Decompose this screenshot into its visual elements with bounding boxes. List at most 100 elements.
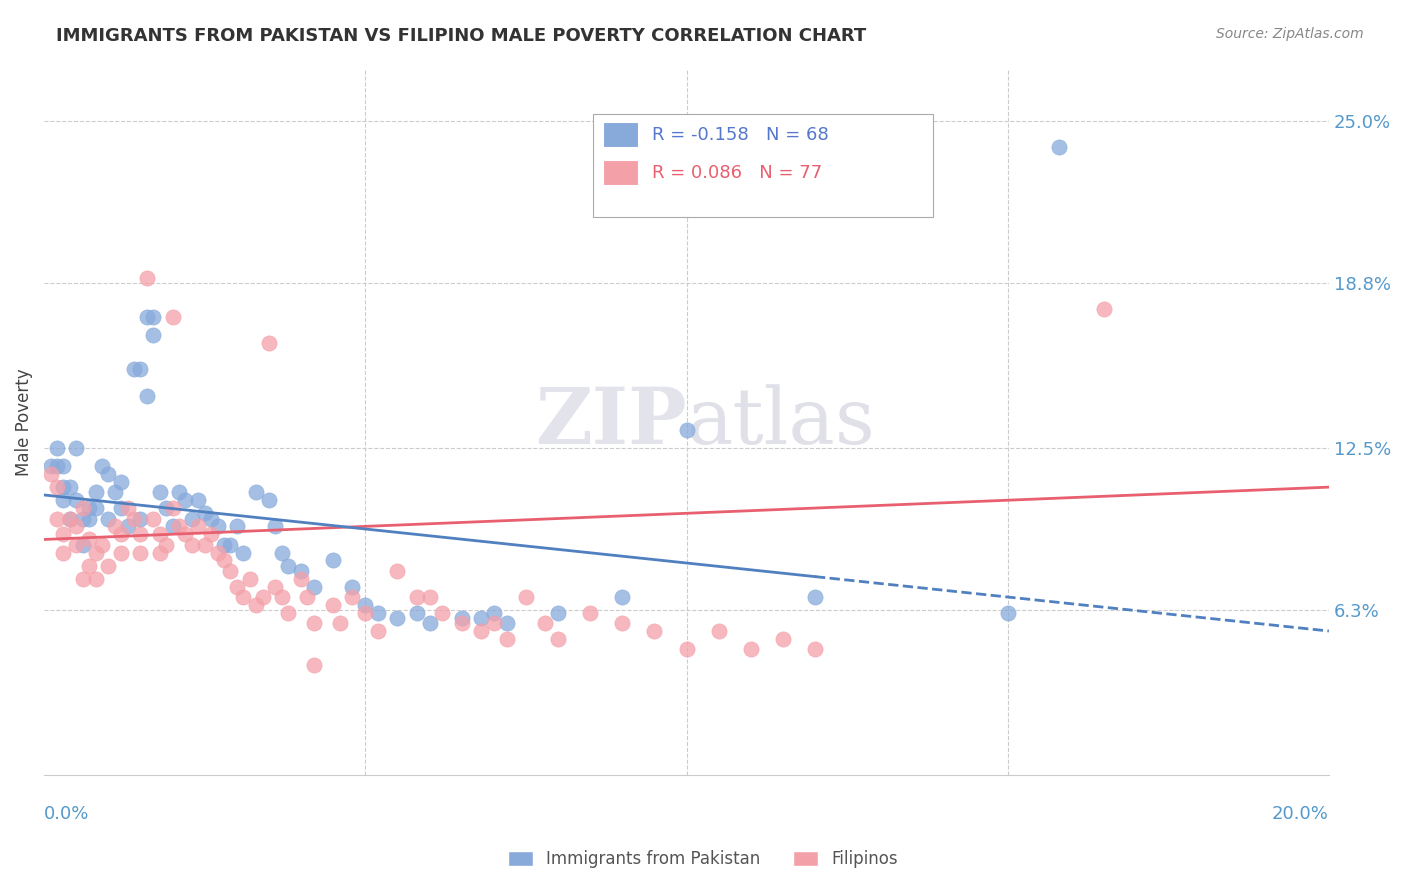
Point bbox=[77, 511, 100, 525]
Point bbox=[432, 606, 454, 620]
Point bbox=[1047, 140, 1070, 154]
Point bbox=[174, 527, 197, 541]
Point bbox=[46, 441, 69, 455]
Point bbox=[110, 475, 132, 489]
Point bbox=[225, 580, 247, 594]
Point bbox=[534, 616, 557, 631]
Point bbox=[135, 310, 157, 324]
Point bbox=[579, 606, 602, 620]
Point bbox=[470, 624, 492, 638]
Point bbox=[772, 632, 794, 646]
Point bbox=[200, 527, 222, 541]
Point bbox=[322, 598, 344, 612]
Point bbox=[302, 616, 325, 631]
Point bbox=[52, 459, 75, 474]
Point bbox=[290, 564, 312, 578]
Point bbox=[180, 538, 202, 552]
Point bbox=[405, 606, 427, 620]
Point bbox=[97, 467, 120, 481]
Point bbox=[547, 632, 569, 646]
Point bbox=[59, 480, 82, 494]
Point bbox=[252, 590, 274, 604]
FancyBboxPatch shape bbox=[603, 121, 638, 148]
Point bbox=[129, 527, 152, 541]
Point bbox=[264, 580, 287, 594]
Point bbox=[142, 328, 165, 343]
Point bbox=[122, 362, 145, 376]
Point bbox=[149, 527, 172, 541]
Point bbox=[740, 642, 762, 657]
Point bbox=[367, 606, 389, 620]
Point bbox=[122, 511, 145, 525]
Point bbox=[52, 480, 75, 494]
Point bbox=[65, 493, 87, 508]
FancyBboxPatch shape bbox=[593, 114, 934, 217]
Point bbox=[72, 511, 94, 525]
Point bbox=[77, 501, 100, 516]
Point bbox=[419, 590, 441, 604]
Point bbox=[59, 511, 82, 525]
Point bbox=[155, 501, 177, 516]
Point bbox=[245, 598, 267, 612]
Point bbox=[46, 459, 69, 474]
Point bbox=[675, 423, 697, 437]
Point bbox=[232, 590, 254, 604]
Point bbox=[110, 545, 132, 559]
Point bbox=[72, 501, 94, 516]
Point bbox=[232, 545, 254, 559]
Point bbox=[155, 538, 177, 552]
Point bbox=[162, 501, 184, 516]
Point bbox=[110, 501, 132, 516]
Point bbox=[264, 519, 287, 533]
Point bbox=[219, 538, 242, 552]
Point bbox=[804, 590, 827, 604]
Point bbox=[104, 519, 127, 533]
Text: 20.0%: 20.0% bbox=[1272, 805, 1329, 823]
Point bbox=[194, 506, 217, 520]
Y-axis label: Male Poverty: Male Poverty bbox=[15, 368, 32, 475]
Point bbox=[804, 642, 827, 657]
Point bbox=[110, 527, 132, 541]
Point bbox=[707, 624, 730, 638]
Point bbox=[495, 616, 517, 631]
Point bbox=[97, 558, 120, 573]
Point bbox=[290, 572, 312, 586]
Point bbox=[65, 441, 87, 455]
Point bbox=[52, 493, 75, 508]
Text: ZIP: ZIP bbox=[534, 384, 686, 459]
Point bbox=[187, 493, 209, 508]
Point bbox=[547, 606, 569, 620]
Point bbox=[405, 590, 427, 604]
Point bbox=[612, 616, 634, 631]
Point bbox=[212, 553, 235, 567]
Point bbox=[77, 533, 100, 547]
Point bbox=[643, 624, 665, 638]
Point bbox=[46, 511, 69, 525]
Point bbox=[207, 545, 229, 559]
Point bbox=[450, 616, 472, 631]
Point bbox=[515, 590, 537, 604]
Point bbox=[495, 632, 517, 646]
Point bbox=[219, 564, 242, 578]
Point bbox=[322, 553, 344, 567]
Point bbox=[162, 310, 184, 324]
Point bbox=[77, 558, 100, 573]
Point bbox=[450, 611, 472, 625]
Point bbox=[367, 624, 389, 638]
Point bbox=[72, 572, 94, 586]
Point bbox=[387, 564, 409, 578]
Point bbox=[612, 590, 634, 604]
Point bbox=[239, 572, 262, 586]
Point bbox=[354, 598, 377, 612]
Point bbox=[194, 538, 217, 552]
Point bbox=[245, 485, 267, 500]
Text: IMMIGRANTS FROM PAKISTAN VS FILIPINO MALE POVERTY CORRELATION CHART: IMMIGRANTS FROM PAKISTAN VS FILIPINO MAL… bbox=[56, 27, 866, 45]
Legend: Immigrants from Pakistan, Filipinos: Immigrants from Pakistan, Filipinos bbox=[501, 844, 905, 875]
Point bbox=[180, 511, 202, 525]
Point bbox=[84, 545, 107, 559]
Point bbox=[212, 538, 235, 552]
Point bbox=[149, 545, 172, 559]
Point bbox=[329, 616, 352, 631]
Point bbox=[84, 485, 107, 500]
Point bbox=[342, 590, 364, 604]
